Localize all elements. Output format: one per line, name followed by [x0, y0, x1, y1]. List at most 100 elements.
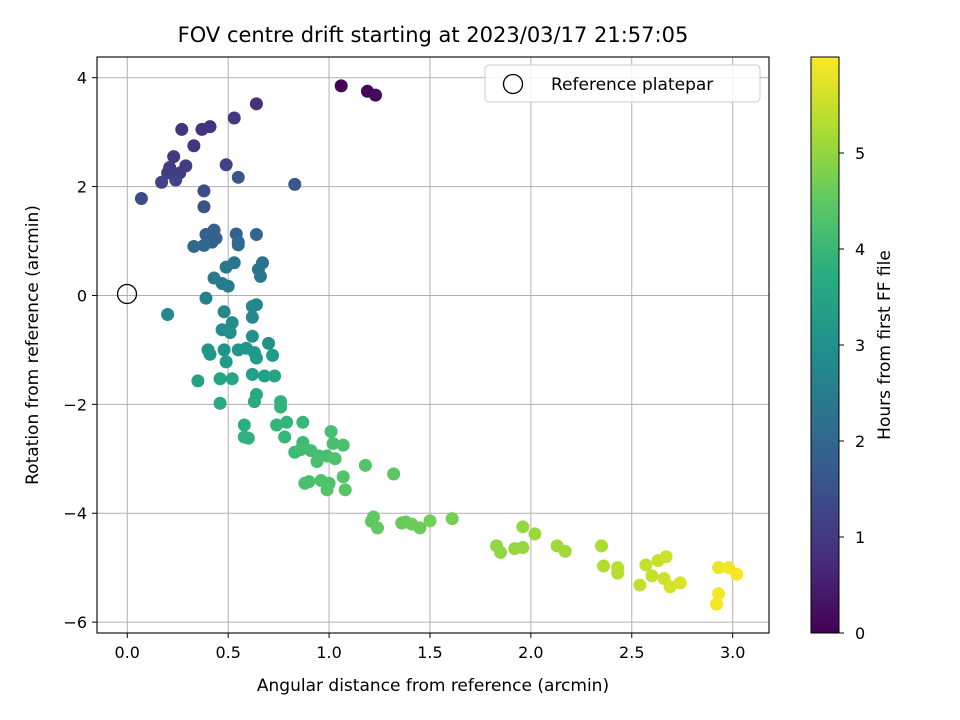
- data-point: [639, 558, 653, 572]
- x-tick-label: 2.5: [619, 643, 644, 662]
- data-point: [336, 470, 350, 484]
- x-tick-label: 0.0: [115, 643, 140, 662]
- data-point: [730, 567, 744, 581]
- data-point: [231, 170, 245, 184]
- data-point: [494, 545, 508, 559]
- data-point: [175, 122, 189, 136]
- data-point: [245, 299, 259, 313]
- data-point: [187, 139, 201, 153]
- data-point: [611, 566, 625, 580]
- data-point: [213, 372, 227, 386]
- data-point: [278, 430, 292, 444]
- data-point: [213, 396, 227, 410]
- data-point: [219, 158, 233, 172]
- data-point: [199, 291, 213, 305]
- data-point: [169, 173, 183, 187]
- colorbar: 0 1 2 3 4 5 Hours from first FF file: [810, 56, 895, 643]
- data-point: [445, 512, 459, 526]
- colorbar-tick-label: 3: [855, 336, 865, 355]
- y-tick-label: −2: [63, 395, 87, 414]
- data-point: [191, 374, 205, 388]
- data-point: [659, 550, 673, 564]
- data-point: [516, 541, 530, 555]
- x-tick-label: 1.5: [417, 643, 442, 662]
- data-point: [270, 418, 284, 432]
- y-axis-label: Rotation from reference (arcmin): [23, 205, 43, 485]
- x-tick-label: 0.5: [215, 643, 240, 662]
- legend-box: [484, 64, 761, 103]
- data-point: [203, 120, 217, 134]
- data-point: [155, 175, 169, 189]
- colorbar-label: Hours from first FF file: [875, 250, 895, 440]
- data-point: [219, 260, 233, 274]
- data-point: [225, 316, 239, 330]
- x-tick-label: 1.0: [316, 643, 341, 662]
- data-point: [296, 415, 310, 429]
- data-point: [368, 88, 382, 102]
- data-point: [187, 239, 201, 253]
- legend-marker: [502, 73, 524, 95]
- colorbar-tick-label: 4: [855, 240, 865, 259]
- y-tick-label: 2: [77, 178, 87, 197]
- data-point: [221, 279, 235, 293]
- data-point: [197, 200, 211, 214]
- chart-title: FOV centre drift starting at 2023/03/17 …: [178, 23, 689, 47]
- data-point: [167, 150, 181, 164]
- data-point: [245, 310, 259, 324]
- colorbar-ticks: 0 1 2 3 4 5: [839, 144, 865, 643]
- data-point: [223, 325, 237, 339]
- data-point: [324, 425, 338, 439]
- y-tick-label: 4: [77, 69, 87, 88]
- colorbar-tick-label: 1: [855, 528, 865, 547]
- data-point: [245, 329, 259, 343]
- data-point: [231, 238, 245, 252]
- data-point: [288, 177, 302, 191]
- y-tick-label: −4: [63, 504, 87, 523]
- colorbar-gradient: [810, 56, 840, 634]
- data-point: [334, 79, 348, 93]
- data-point: [328, 452, 342, 466]
- data-point: [217, 305, 231, 319]
- data-point: [387, 467, 401, 481]
- data-point: [217, 343, 231, 357]
- y-tick-label: 0: [77, 286, 87, 305]
- data-point: [197, 238, 211, 252]
- x-axis-ticks: 0.0 0.5 1.0 1.5 2.0 2.5 3.0: [115, 633, 745, 662]
- data-point: [645, 569, 659, 583]
- data-point: [197, 184, 211, 198]
- colorbar-tick-label: 2: [855, 432, 865, 451]
- y-axis-ticks: −6 −4 −2 0 2 4: [63, 69, 97, 632]
- data-point: [203, 347, 217, 361]
- colorbar-tick-label: 5: [855, 144, 865, 163]
- data-point: [266, 348, 280, 362]
- legend-entry-reference-platepar: Reference platepar: [551, 75, 713, 95]
- x-tick-label: 2.0: [518, 643, 543, 662]
- legend: Reference platepar: [484, 64, 761, 103]
- data-point: [227, 111, 241, 125]
- data-point: [274, 400, 288, 414]
- data-point: [257, 369, 271, 383]
- data-point: [358, 458, 372, 472]
- data-point: [673, 576, 687, 590]
- data-points: [134, 79, 744, 611]
- data-point: [413, 521, 427, 535]
- data-point: [249, 351, 263, 365]
- data-point: [314, 474, 328, 488]
- data-point: [712, 561, 726, 575]
- plot-frame: [96, 56, 770, 634]
- colorbar-tick-label: 0: [855, 624, 865, 643]
- data-point: [245, 367, 259, 381]
- data-point: [326, 437, 340, 451]
- data-point: [237, 418, 251, 432]
- data-point: [336, 438, 350, 452]
- data-point: [371, 521, 385, 535]
- data-point: [253, 269, 267, 283]
- x-axis-label: Angular distance from reference (arcmin): [257, 676, 609, 696]
- data-point: [294, 443, 308, 457]
- data-point: [280, 415, 294, 429]
- data-point: [262, 336, 276, 350]
- data-point: [528, 527, 542, 541]
- reference-platepar-marker: [116, 283, 138, 305]
- data-point: [302, 475, 316, 489]
- data-point: [423, 514, 437, 528]
